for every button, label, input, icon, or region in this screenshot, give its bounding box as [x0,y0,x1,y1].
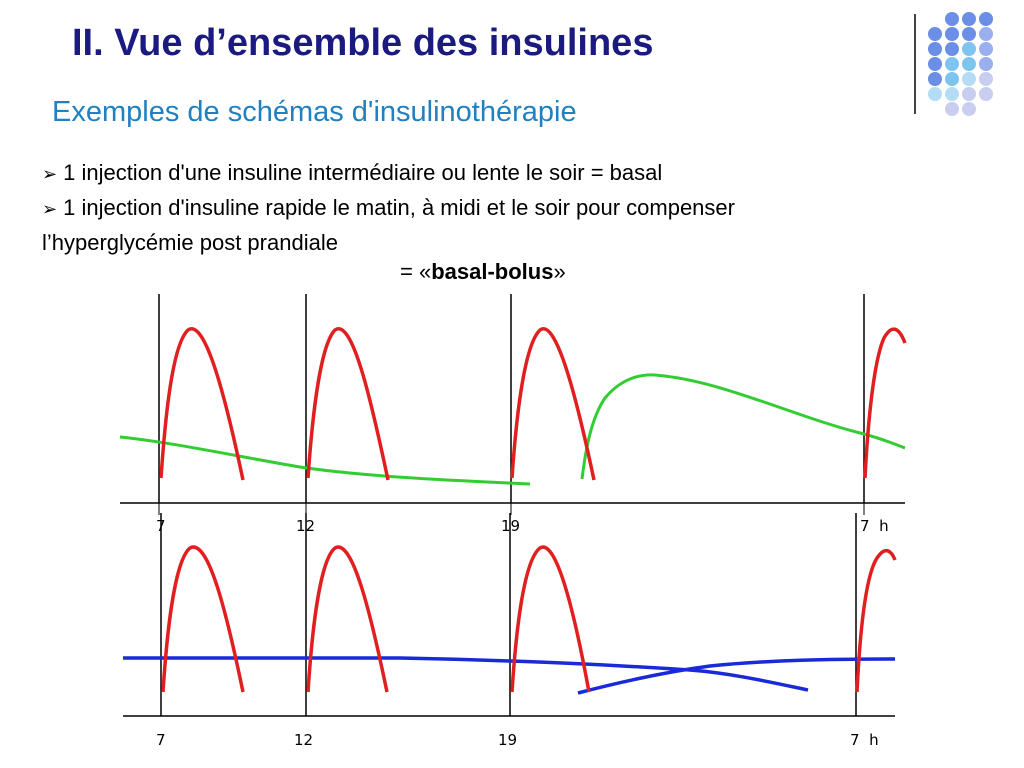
decor-dot [928,57,942,71]
bullet-list: ➢ 1 injection d'une insuline intermédiair… [42,156,982,259]
bottom-rapid-curve-7 [161,545,245,693]
slide-subtitle: Exemples de schémas d'insulinothérapie [52,96,577,128]
slide-title: II. Vue d’ensemble des insulines [72,22,654,64]
decor-dot [945,102,959,116]
bullet-text-3: l’hyperglycémie post prandiale [42,230,338,255]
basal-bolus-suffix: » [553,259,566,284]
decor-dot [979,87,993,101]
bottom-tick-12: 12 [294,731,313,749]
decor-dot [962,102,976,116]
decor-dot [979,72,993,86]
decor-dot [928,27,942,41]
top-rapid-curve-19 [510,327,596,481]
decor-dot [962,72,976,86]
decor-dot [928,42,942,56]
top-rapid-curve-7 [159,327,245,481]
decor-dot [962,12,976,26]
decor-dot [962,87,976,101]
decor-dot [962,27,976,41]
bottom-rapid-curve-19 [510,545,591,693]
decor-dot [979,12,993,26]
arrow-bullet-icon: ➢ [42,199,58,219]
basal-bolus-label: = «basal-bolus» [400,259,566,285]
arrow-bullet-icon: ➢ [42,164,58,184]
bottom-rapid-curve-7h [855,548,897,693]
bottom-diagram: 7 12 19 7 h [123,513,897,749]
top-rapid-curve-7h [863,327,907,479]
bullet-text-1: 1 injection d'une insuline intermédiaire… [63,160,663,185]
bottom-tick-7: 7 [156,731,166,749]
bullet-item-1: ➢ 1 injection d'une insuline intermédiair… [42,156,982,191]
decor-dot [945,27,959,41]
decor-dot [962,42,976,56]
decor-dot [945,12,959,26]
decor-dot [928,87,942,101]
bottom-tick-7h: 7 h [850,731,879,749]
top-basal-curve-2 [580,373,906,480]
decor-dot [945,42,959,56]
bullet-item-2-continued: l’hyperglycémie post prandiale [42,226,982,259]
top-diagram: 7 12 19 7 h [119,294,907,535]
decor-dot [979,42,993,56]
bottom-rapid-curve-12 [306,545,389,693]
decor-dot [945,72,959,86]
top-rapid-curve-12 [306,327,390,481]
decor-dot [945,87,959,101]
basal-bolus-bold: basal-bolus [431,259,554,284]
bullet-text-2: 1 injection d'insuline rapide le matin, … [63,195,735,220]
top-tick-7h: 7 h [860,517,889,535]
top-basal-curve-1 [119,435,531,486]
decor-divider [914,14,916,114]
bottom-basal-line-1 [123,656,809,692]
bottom-basal-line-2 [577,657,896,695]
decor-dot [979,27,993,41]
basal-bolus-prefix: = « [400,259,432,284]
decor-dot [979,57,993,71]
decor-dot [962,57,976,71]
bottom-tick-19: 19 [498,731,517,749]
bullet-item-2: ➢ 1 injection d'insuline rapide le matin,… [42,191,982,226]
decor-dot [945,57,959,71]
decor-dot [928,72,942,86]
